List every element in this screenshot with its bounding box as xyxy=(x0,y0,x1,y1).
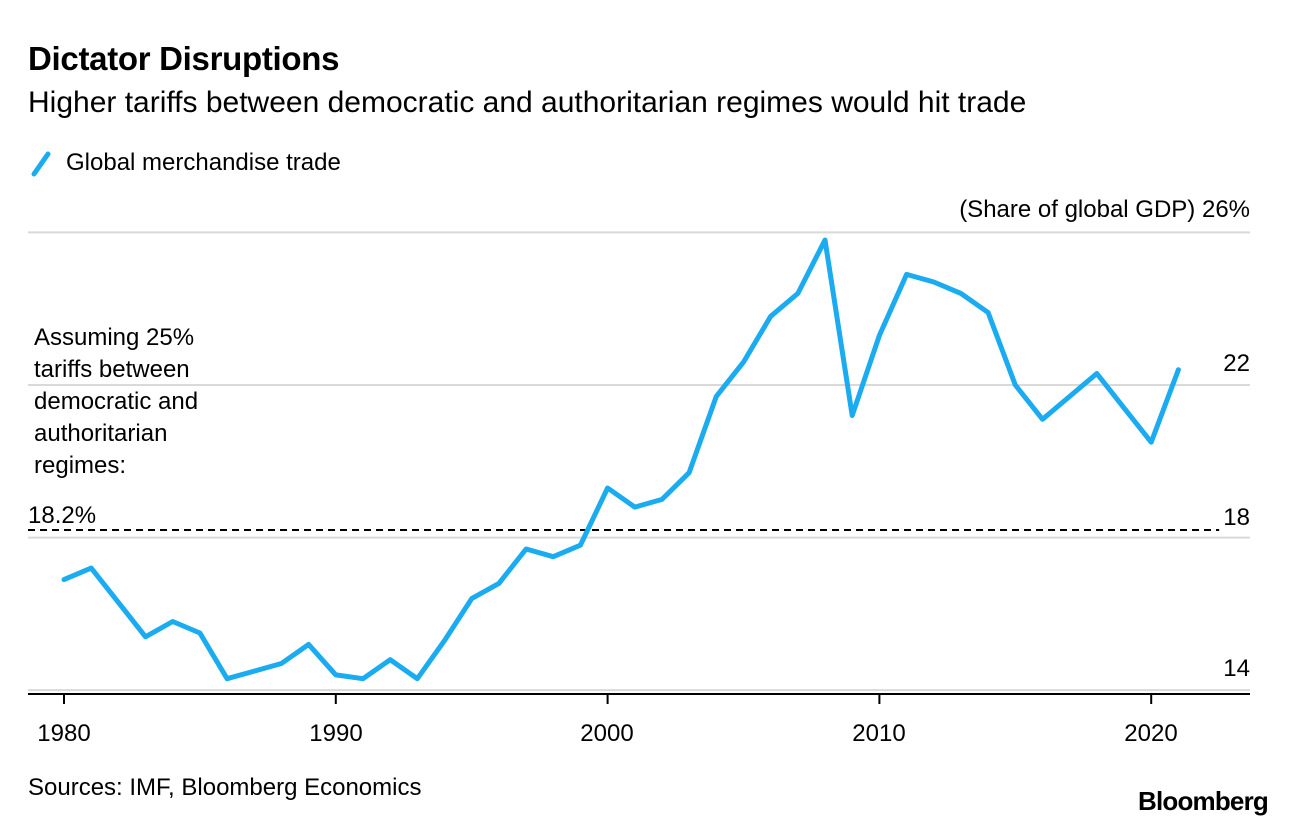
y-tick-label-22: 22 xyxy=(1223,350,1250,377)
data-point-1981 xyxy=(89,566,94,571)
data-point-2020 xyxy=(1149,440,1154,445)
annotation-line: tariffs between xyxy=(34,356,190,383)
data-point-2006 xyxy=(768,314,773,319)
data-point-2007 xyxy=(795,291,800,296)
data-point-1993 xyxy=(415,676,420,681)
series-line-global-merchandise-trade xyxy=(61,237,1181,682)
source-note: Sources: IMF, Bloomberg Economics xyxy=(28,774,422,801)
data-point-1987 xyxy=(252,669,257,674)
data-point-1984 xyxy=(170,619,175,624)
data-point-2011 xyxy=(904,272,909,277)
data-point-1991 xyxy=(360,676,365,681)
x-tick-label-1990: 1990 xyxy=(309,720,363,747)
data-point-1990 xyxy=(333,672,338,677)
bloomberg-logo: Bloomberg xyxy=(1137,786,1269,816)
data-point-1996 xyxy=(496,581,501,586)
reference-line-label: 18.2% xyxy=(28,502,97,529)
x-tick-label-1980: 1980 xyxy=(37,720,91,747)
data-point-1994 xyxy=(442,638,447,643)
data-point-2004 xyxy=(714,394,719,399)
data-point-2003 xyxy=(687,470,692,475)
data-point-2001 xyxy=(632,505,637,510)
data-point-1980 xyxy=(62,577,67,582)
data-point-2015 xyxy=(1013,382,1018,387)
data-point-1985 xyxy=(197,630,202,635)
data-point-1999 xyxy=(578,543,583,548)
x-tick-label-2020: 2020 xyxy=(1124,720,1178,747)
data-point-1989 xyxy=(306,642,311,647)
data-point-2008 xyxy=(823,238,828,243)
data-point-2002 xyxy=(659,497,664,502)
legend-swatch-icon xyxy=(31,151,51,177)
data-point-2017 xyxy=(1067,394,1072,399)
chart-title: Dictator Disruptions xyxy=(28,40,340,77)
data-point-2014 xyxy=(986,310,991,315)
x-tick-label-2000: 2000 xyxy=(580,720,634,747)
data-point-1995 xyxy=(469,596,474,601)
data-point-2010 xyxy=(877,333,882,338)
data-point-2016 xyxy=(1040,417,1045,422)
x-tick-label-2010: 2010 xyxy=(852,720,906,747)
annotation-line: regimes: xyxy=(34,452,127,479)
y-tick-label-18: 18 xyxy=(1223,504,1250,531)
y-tick-label-14: 14 xyxy=(1223,655,1250,682)
annotation-line: authoritarian xyxy=(34,420,168,447)
data-point-1992 xyxy=(388,657,393,662)
data-point-2005 xyxy=(741,360,746,365)
data-point-1997 xyxy=(524,547,529,552)
data-point-2021 xyxy=(1176,367,1181,372)
legend-label: Global merchandise trade xyxy=(66,149,341,176)
data-point-1983 xyxy=(143,634,148,639)
annotation-text: Assuming 25% tariffs between democratic … xyxy=(34,322,274,482)
data-point-1988 xyxy=(279,661,284,666)
data-point-2009 xyxy=(850,413,855,418)
data-point-1982 xyxy=(116,600,121,605)
y-axis-units-label: (Share of global GDP) 26% xyxy=(959,196,1250,223)
data-point-2012 xyxy=(931,279,936,284)
data-point-2000 xyxy=(605,485,610,490)
data-point-1998 xyxy=(551,554,556,559)
data-point-2013 xyxy=(958,291,963,296)
legend: Global merchandise trade xyxy=(30,148,341,178)
data-point-2019 xyxy=(1122,405,1127,410)
annotation-line: democratic and xyxy=(34,388,199,415)
chart-subtitle: Higher tariffs between democratic and au… xyxy=(28,86,1027,119)
annotation-line: Assuming 25% xyxy=(34,324,195,351)
data-point-1986 xyxy=(225,676,230,681)
data-point-2018 xyxy=(1094,371,1099,376)
